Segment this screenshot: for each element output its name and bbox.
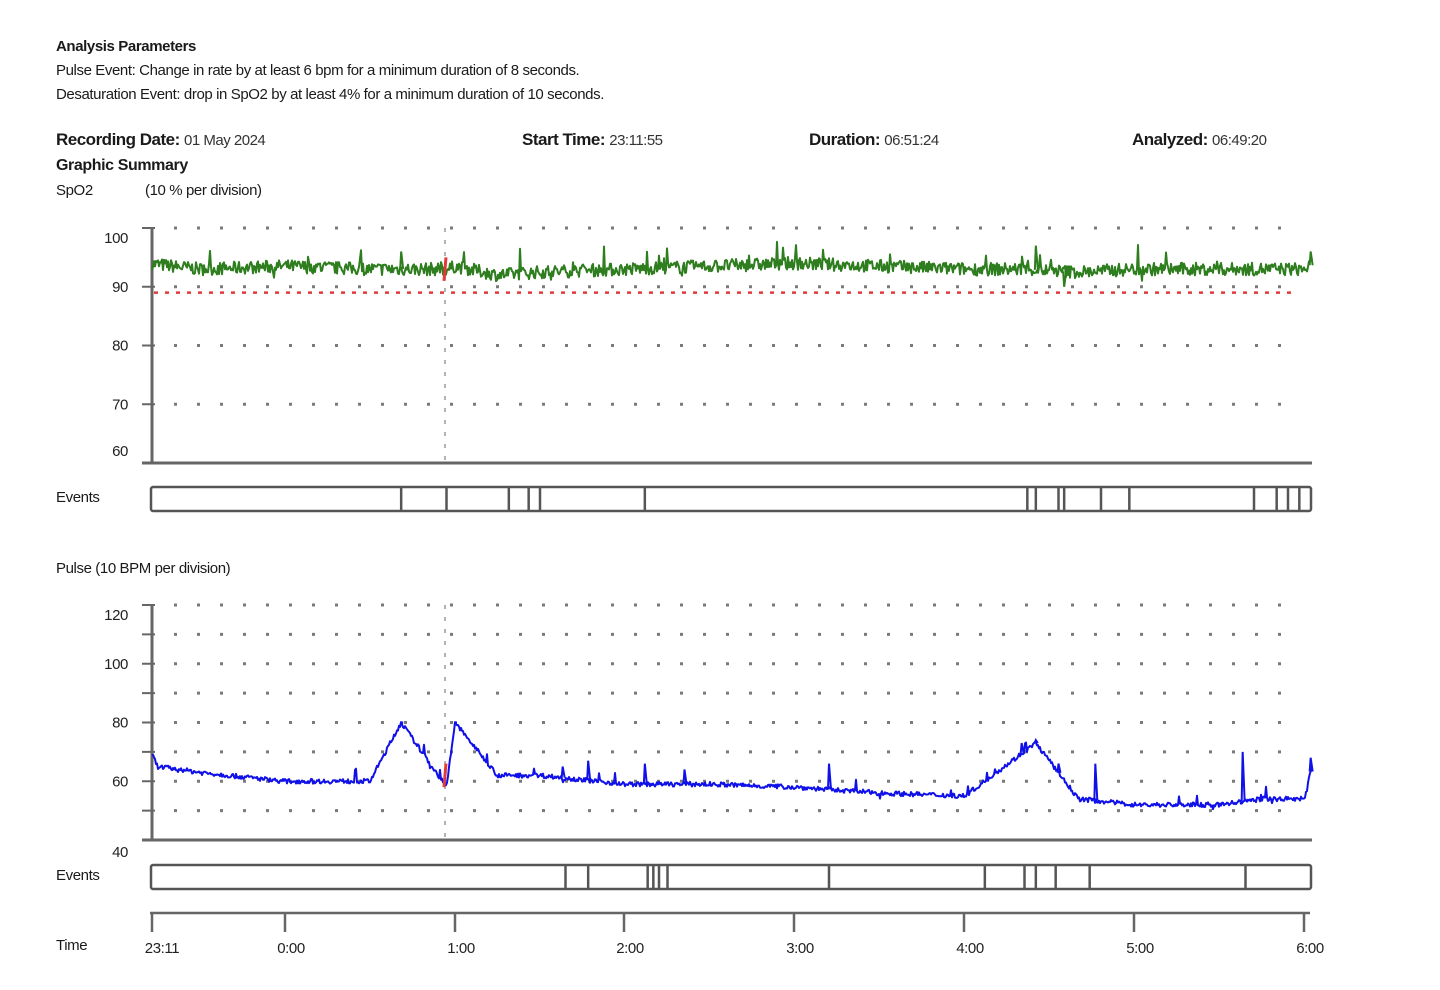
recording-date: Recording Date: 01 May 2024 <box>56 130 266 150</box>
svg-text:60: 60 <box>112 773 128 790</box>
recording-date-label: Recording Date: <box>56 130 180 149</box>
svg-text:60: 60 <box>112 443 128 460</box>
duration: Duration: 06:51:24 <box>809 130 939 150</box>
analysis-title: Analysis Parameters <box>56 38 196 55</box>
pulse-event-definition: Pulse Event: Change in rate by at least … <box>56 62 580 79</box>
spo2-scale: (10 % per division) <box>145 182 262 199</box>
spo2-events-label: Events <box>56 489 100 506</box>
svg-text:3:00: 3:00 <box>786 940 814 957</box>
svg-text:4:00: 4:00 <box>956 940 984 957</box>
duration-value: 06:51:24 <box>884 132 939 149</box>
analyzed: Analyzed: 06:49:20 <box>1132 130 1267 150</box>
time-axis: 23:11 0:00 1:00 2:00 3:00 4:00 5:00 6:00 <box>145 911 1324 957</box>
pulse-label: Pulse (10 BPM per division) <box>56 560 231 577</box>
svg-text:80: 80 <box>112 715 128 732</box>
pulse-chart: 120 100 80 60 40 <box>104 603 1314 861</box>
svg-text:1:00: 1:00 <box>447 940 475 957</box>
svg-text:2:00: 2:00 <box>616 940 644 957</box>
analyzed-value: 06:49:20 <box>1212 132 1267 149</box>
spo2-chart: 100 90 80 70 60 <box>104 226 1314 465</box>
graphic-summary-title: Graphic Summary <box>56 157 188 174</box>
pulse-events-bar <box>149 863 1313 891</box>
time-label: Time <box>56 937 88 954</box>
spo2-events-bar <box>149 485 1313 513</box>
start-time: Start Time: 23:11:55 <box>522 130 663 150</box>
start-time-label: Start Time: <box>522 130 606 149</box>
spo2-label: SpO2 <box>56 182 93 199</box>
pulse-events-label: Events <box>56 867 100 884</box>
recording-date-value: 01 May 2024 <box>184 132 266 149</box>
svg-text:23:11: 23:11 <box>145 940 179 957</box>
svg-text:5:00: 5:00 <box>1126 940 1154 957</box>
start-time-value: 23:11:55 <box>609 132 663 149</box>
svg-text:90: 90 <box>112 279 128 296</box>
svg-text:80: 80 <box>112 338 128 355</box>
svg-text:100: 100 <box>104 656 128 673</box>
duration-label: Duration: <box>809 130 881 149</box>
svg-text:120: 120 <box>104 607 128 624</box>
analyzed-label: Analyzed: <box>1132 130 1208 149</box>
svg-text:0:00: 0:00 <box>277 940 305 957</box>
svg-text:100: 100 <box>104 230 128 247</box>
svg-text:70: 70 <box>112 396 128 413</box>
svg-text:6:00: 6:00 <box>1296 940 1324 957</box>
svg-text:40: 40 <box>112 844 128 861</box>
desat-event-definition: Desaturation Event: drop in SpO2 by at l… <box>56 86 604 103</box>
